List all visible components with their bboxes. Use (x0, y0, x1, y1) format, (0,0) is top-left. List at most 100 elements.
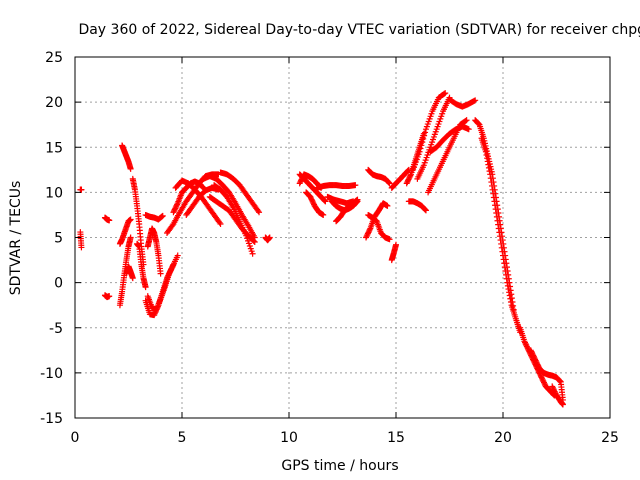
data-point (462, 117, 469, 124)
data-point (174, 252, 181, 259)
data-points (77, 90, 566, 408)
data-point (419, 139, 426, 146)
data-point (490, 194, 497, 201)
data-point (505, 286, 512, 293)
data-point (493, 210, 500, 217)
data-point (486, 168, 493, 175)
data-point (217, 220, 224, 227)
y-tick-label: -5 (49, 321, 63, 337)
data-point (503, 271, 510, 278)
data-point (500, 256, 507, 263)
data-point (421, 206, 428, 213)
data-point (490, 190, 497, 197)
data-point (393, 241, 399, 248)
data-point (321, 197, 328, 204)
data-point (385, 179, 392, 186)
data-point (488, 182, 495, 189)
data-point (384, 202, 391, 209)
y-tick-label: -15 (40, 411, 63, 427)
data-point (407, 172, 414, 179)
data-point (501, 264, 508, 271)
data-point (266, 234, 273, 241)
data-point (492, 206, 499, 213)
data-point (127, 216, 134, 223)
data-point (199, 184, 206, 191)
data-point (487, 175, 494, 182)
y-tick-label: 10 (45, 185, 63, 201)
data-point (504, 279, 511, 286)
data-point (507, 295, 514, 302)
data-point (422, 129, 429, 136)
data-point (385, 179, 392, 186)
data-point (500, 252, 506, 259)
data-point (159, 212, 166, 219)
data-point (320, 211, 327, 218)
data-point (557, 378, 564, 385)
x-tick-label: 15 (387, 430, 405, 446)
data-point (169, 262, 176, 269)
data-point (386, 180, 393, 187)
data-point (507, 298, 514, 305)
data-point (250, 238, 257, 245)
data-point (366, 226, 373, 233)
data-point (484, 158, 491, 165)
data-point (496, 233, 503, 240)
data-point (416, 148, 423, 155)
x-tick-label: 5 (178, 430, 187, 446)
data-point (493, 213, 500, 220)
data-point (255, 207, 262, 214)
x-tick-label: 0 (71, 430, 80, 446)
data-point (354, 196, 361, 203)
data-point (352, 182, 359, 189)
data-point (485, 161, 492, 168)
axis-ticks: 0 5 10 15 20 25 -15 -10 -5 0 5 10 15 20 25 (40, 50, 619, 446)
data-point (157, 270, 164, 277)
y-tick-label: -10 (40, 366, 63, 382)
data-point (421, 132, 428, 139)
data-point (422, 207, 429, 214)
x-axis-label: GPS time / hours (281, 458, 398, 474)
data-point (199, 183, 206, 190)
y-tick-label: 20 (45, 95, 63, 111)
data-point (501, 260, 508, 267)
x-tick-label: 25 (601, 430, 619, 446)
data-point (404, 168, 411, 175)
data-point (502, 268, 509, 275)
data-point (216, 219, 223, 226)
data-point (498, 244, 505, 251)
y-tick-label: 15 (45, 140, 63, 156)
data-point (484, 155, 491, 162)
data-point (498, 240, 505, 247)
data-point (174, 201, 181, 208)
data-point (506, 289, 513, 296)
data-point (420, 135, 427, 142)
data-point (129, 275, 136, 282)
data-point (418, 142, 425, 149)
data-point (499, 248, 506, 255)
data-point (256, 209, 263, 216)
y-tick-label: 5 (54, 231, 63, 247)
data-point (106, 293, 113, 300)
y-axis-label: SDTVAR / TECUs (8, 181, 24, 296)
data-point (487, 171, 494, 178)
data-point (321, 197, 328, 204)
data-point (506, 292, 513, 299)
data-point (491, 198, 498, 205)
data-point (559, 401, 566, 408)
chart-title: Day 360 of 2022, Sidereal Day-to-day VTE… (78, 22, 640, 38)
data-point (483, 151, 490, 158)
data-point (106, 217, 113, 224)
data-point (251, 234, 258, 241)
data-point (127, 234, 134, 241)
data-point (441, 90, 448, 97)
data-point (494, 217, 501, 224)
data-point (472, 97, 479, 104)
data-point (495, 221, 502, 228)
data-point (78, 244, 85, 251)
data-point (170, 261, 177, 268)
data-point (422, 206, 429, 213)
data-point (504, 282, 511, 289)
data-point (495, 225, 502, 232)
data-point (556, 377, 563, 384)
y-tick-label: 25 (45, 50, 63, 66)
